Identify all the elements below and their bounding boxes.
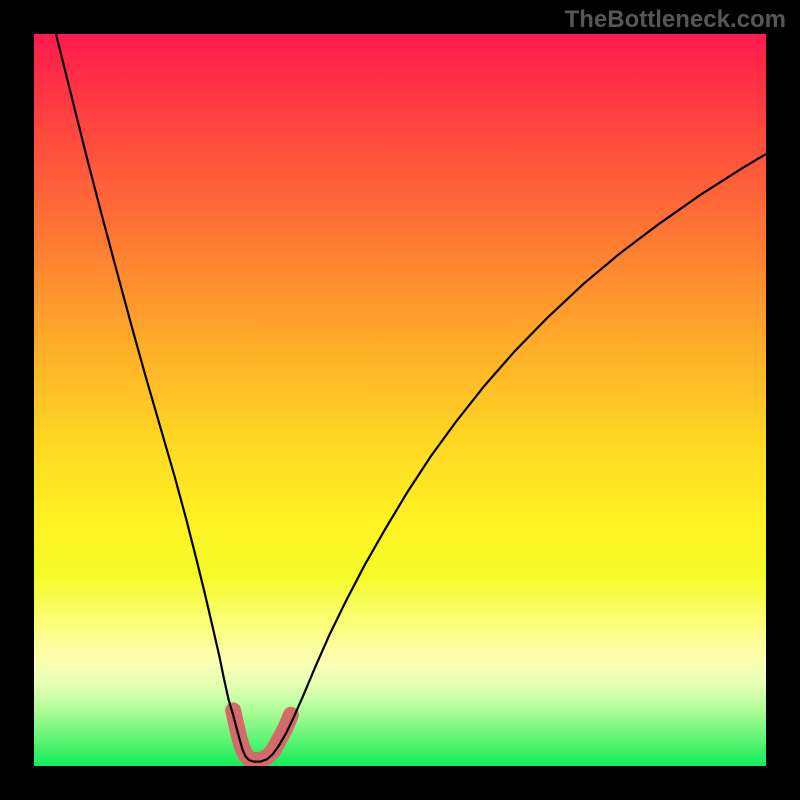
watermark-text: TheBottleneck.com: [565, 6, 786, 34]
chart-svg: [34, 34, 766, 766]
chart-background: [34, 34, 766, 766]
plot-area: [34, 34, 766, 766]
